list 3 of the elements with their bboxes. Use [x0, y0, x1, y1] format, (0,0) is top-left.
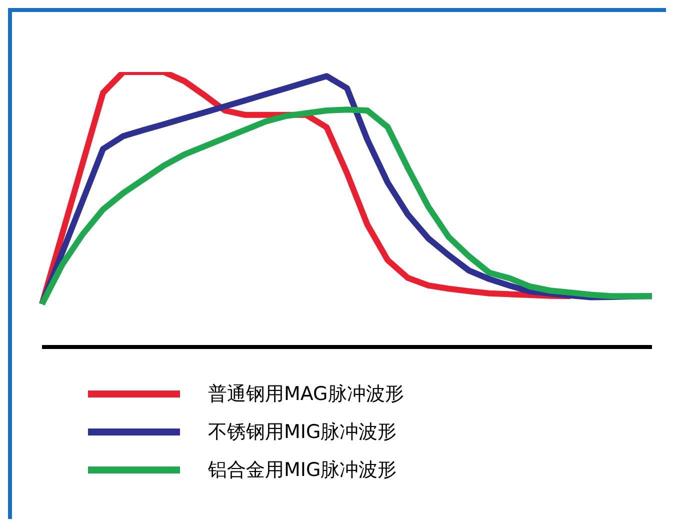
legend-label: 不锈钢用MIG脉冲波形 — [208, 420, 397, 445]
legend-label: 普通钢用MAG脉冲波形 — [208, 382, 404, 407]
legend-label: 铝合金用MIG脉冲波形 — [208, 458, 397, 483]
